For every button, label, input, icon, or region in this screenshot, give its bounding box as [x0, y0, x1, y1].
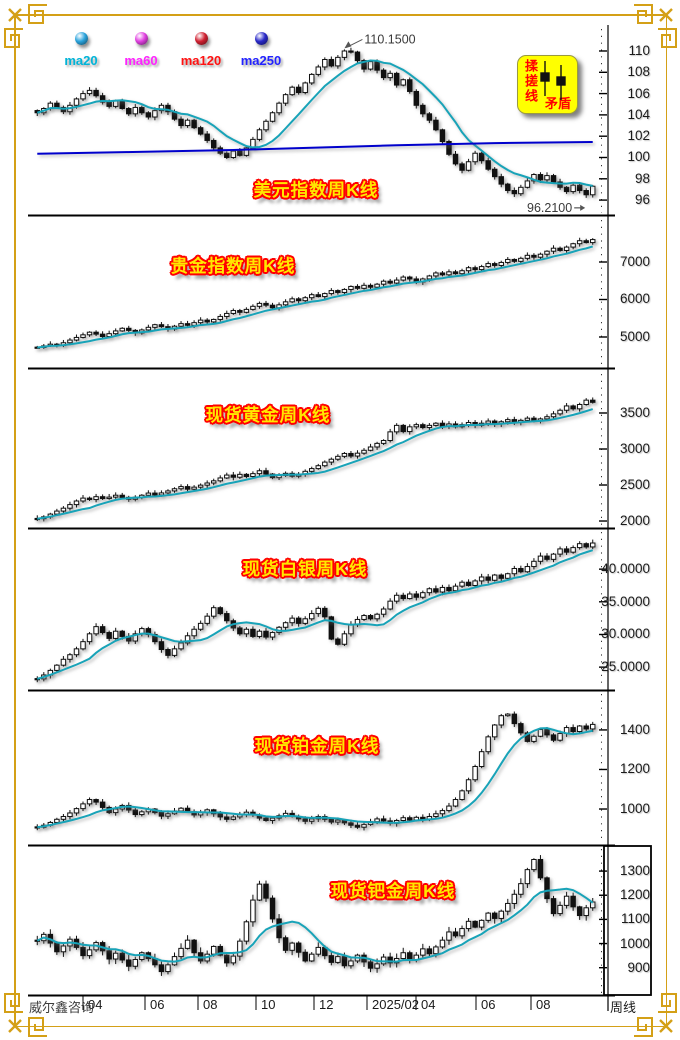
x-tick-label: 04 — [88, 997, 103, 1012]
x-tick-label: 08 — [536, 997, 551, 1012]
y-tick-label: 102 — [627, 128, 650, 144]
svg-text:96.2100: 96.2100 — [527, 201, 572, 215]
y-tick-label: 900 — [627, 959, 650, 975]
y-tick-label: 7000 — [619, 254, 650, 269]
x-tick-label: 06 — [150, 997, 165, 1012]
ma20-line — [36, 887, 594, 963]
ma250-line — [37, 141, 593, 155]
x-tick-label: 12 — [319, 997, 334, 1012]
frame-corner-ornament-icon — [634, 993, 677, 1037]
chart-panel-3 — [28, 532, 615, 692]
mini-candles-icon — [540, 61, 566, 100]
panel-title-spot-platinum: 现货铂金周K线 — [254, 736, 380, 756]
y-tick-label: 1000 — [619, 801, 650, 817]
price-annotation: 110.1500 — [344, 32, 416, 49]
y-tick-label: 35.0000 — [601, 593, 650, 609]
price-annotation: 96.2100 — [527, 201, 586, 215]
frame-line-bottom — [16, 1025, 664, 1027]
x-tick-label: 08 — [203, 997, 218, 1012]
legend-label-ma60: ma60 — [124, 53, 158, 68]
pattern-note-sticker: 揉搓线 矛盾 — [517, 55, 578, 114]
panel-title-spot-palladium: 现货钯金周K线 — [330, 881, 456, 901]
x-tick-label: 04 — [421, 997, 436, 1012]
ma120-ball-icon — [194, 32, 208, 45]
y-tick-label: 30.0000 — [601, 626, 650, 642]
panel-title-spot-gold: 现货黄金周K线 — [205, 405, 331, 425]
note-rubbing-line-label: 揉搓线 — [523, 59, 538, 104]
chart-panel-5 — [28, 849, 615, 997]
candlestick-series — [34, 711, 596, 831]
y-tick-label: 1400 — [619, 721, 650, 737]
y-tick-label: 1200 — [619, 887, 650, 903]
candlestick-series — [34, 855, 596, 976]
frame-corner-ornament-icon — [4, 4, 47, 48]
legend-label-ma250: ma250 — [240, 53, 282, 68]
candlestick-series — [34, 47, 596, 198]
ma20-line — [36, 59, 593, 187]
y-tick-label: 106 — [627, 85, 650, 101]
y-tick-label: 40.0000 — [601, 561, 650, 577]
chart-panel-0: 110.1500 96.2100 — [28, 29, 615, 217]
frame-line-top — [16, 14, 664, 16]
candlestick-series — [34, 237, 596, 349]
vendor-watermark: 威尔鑫咨询 — [29, 1000, 95, 1015]
frame-corner-ornament-icon — [634, 4, 677, 48]
x-tick-label: 2025/02 — [372, 997, 419, 1012]
frame-line-right — [665, 16, 667, 1025]
legend-item-ma250: ma250 — [238, 32, 284, 68]
ma250-ball-icon — [254, 32, 268, 45]
chart-panel-2 — [28, 374, 615, 530]
chart-panel-1 — [28, 220, 615, 370]
y-tick-label: 6000 — [619, 291, 650, 307]
ma60-ball-icon — [134, 32, 148, 45]
frame-line-left — [14, 16, 16, 1025]
y-tick-label: 96 — [634, 192, 650, 208]
legend-label-ma120: ma120 — [180, 53, 222, 68]
panel-title-usd-index: 美元指数周K线 — [253, 180, 379, 200]
panel-title-spot-silver: 现货白银周K线 — [242, 559, 368, 579]
y-tick-label: 1300 — [619, 863, 650, 879]
ma20-ball-icon — [74, 32, 88, 45]
legend-item-ma60: ma60 — [118, 32, 164, 68]
y-tick-label: 2500 — [619, 477, 650, 492]
y-tick-label: 1200 — [619, 761, 650, 777]
y-tick-label: 108 — [627, 64, 650, 80]
y-tick-label: 1000 — [619, 935, 650, 951]
period-label: 周线 — [610, 1000, 637, 1015]
note-contradiction-label: 矛盾 — [545, 96, 572, 111]
x-tick-label: 10 — [261, 997, 276, 1012]
legend-label-ma20: ma20 — [64, 53, 98, 68]
legend-item-ma120: ma120 — [178, 32, 224, 68]
y-tick-label: 104 — [627, 106, 650, 122]
y-tick-label: 1100 — [620, 911, 650, 927]
y-tick-label: 100 — [627, 149, 650, 165]
y-tick-label: 110 — [628, 42, 650, 58]
chart-panel-4 — [28, 694, 615, 847]
candlestick-series — [34, 539, 596, 683]
svg-text:110.1500: 110.1500 — [364, 32, 415, 46]
y-tick-label: 5000 — [619, 328, 650, 344]
ma20-line — [37, 727, 593, 829]
ma20-line — [37, 408, 594, 520]
panel-title-precious-metal-index: 贵金指数周K线 — [170, 256, 296, 276]
active-scale-highlight — [603, 845, 652, 996]
x-tick-label: 06 — [481, 997, 496, 1012]
ma-legend: ma20 ma60 ma120 ma250 — [58, 32, 284, 68]
ma20-line — [36, 549, 594, 680]
y-tick-label: 25.0000 — [601, 659, 650, 675]
ma20-line — [37, 245, 594, 349]
legend-item-ma20: ma20 — [58, 32, 104, 68]
y-tick-label: 2000 — [619, 513, 650, 528]
y-tick-label: 98 — [634, 170, 650, 186]
y-tick-label: 3500 — [619, 404, 650, 420]
frame-corner-ornament-icon — [4, 993, 47, 1037]
y-tick-label: 3000 — [619, 441, 650, 456]
